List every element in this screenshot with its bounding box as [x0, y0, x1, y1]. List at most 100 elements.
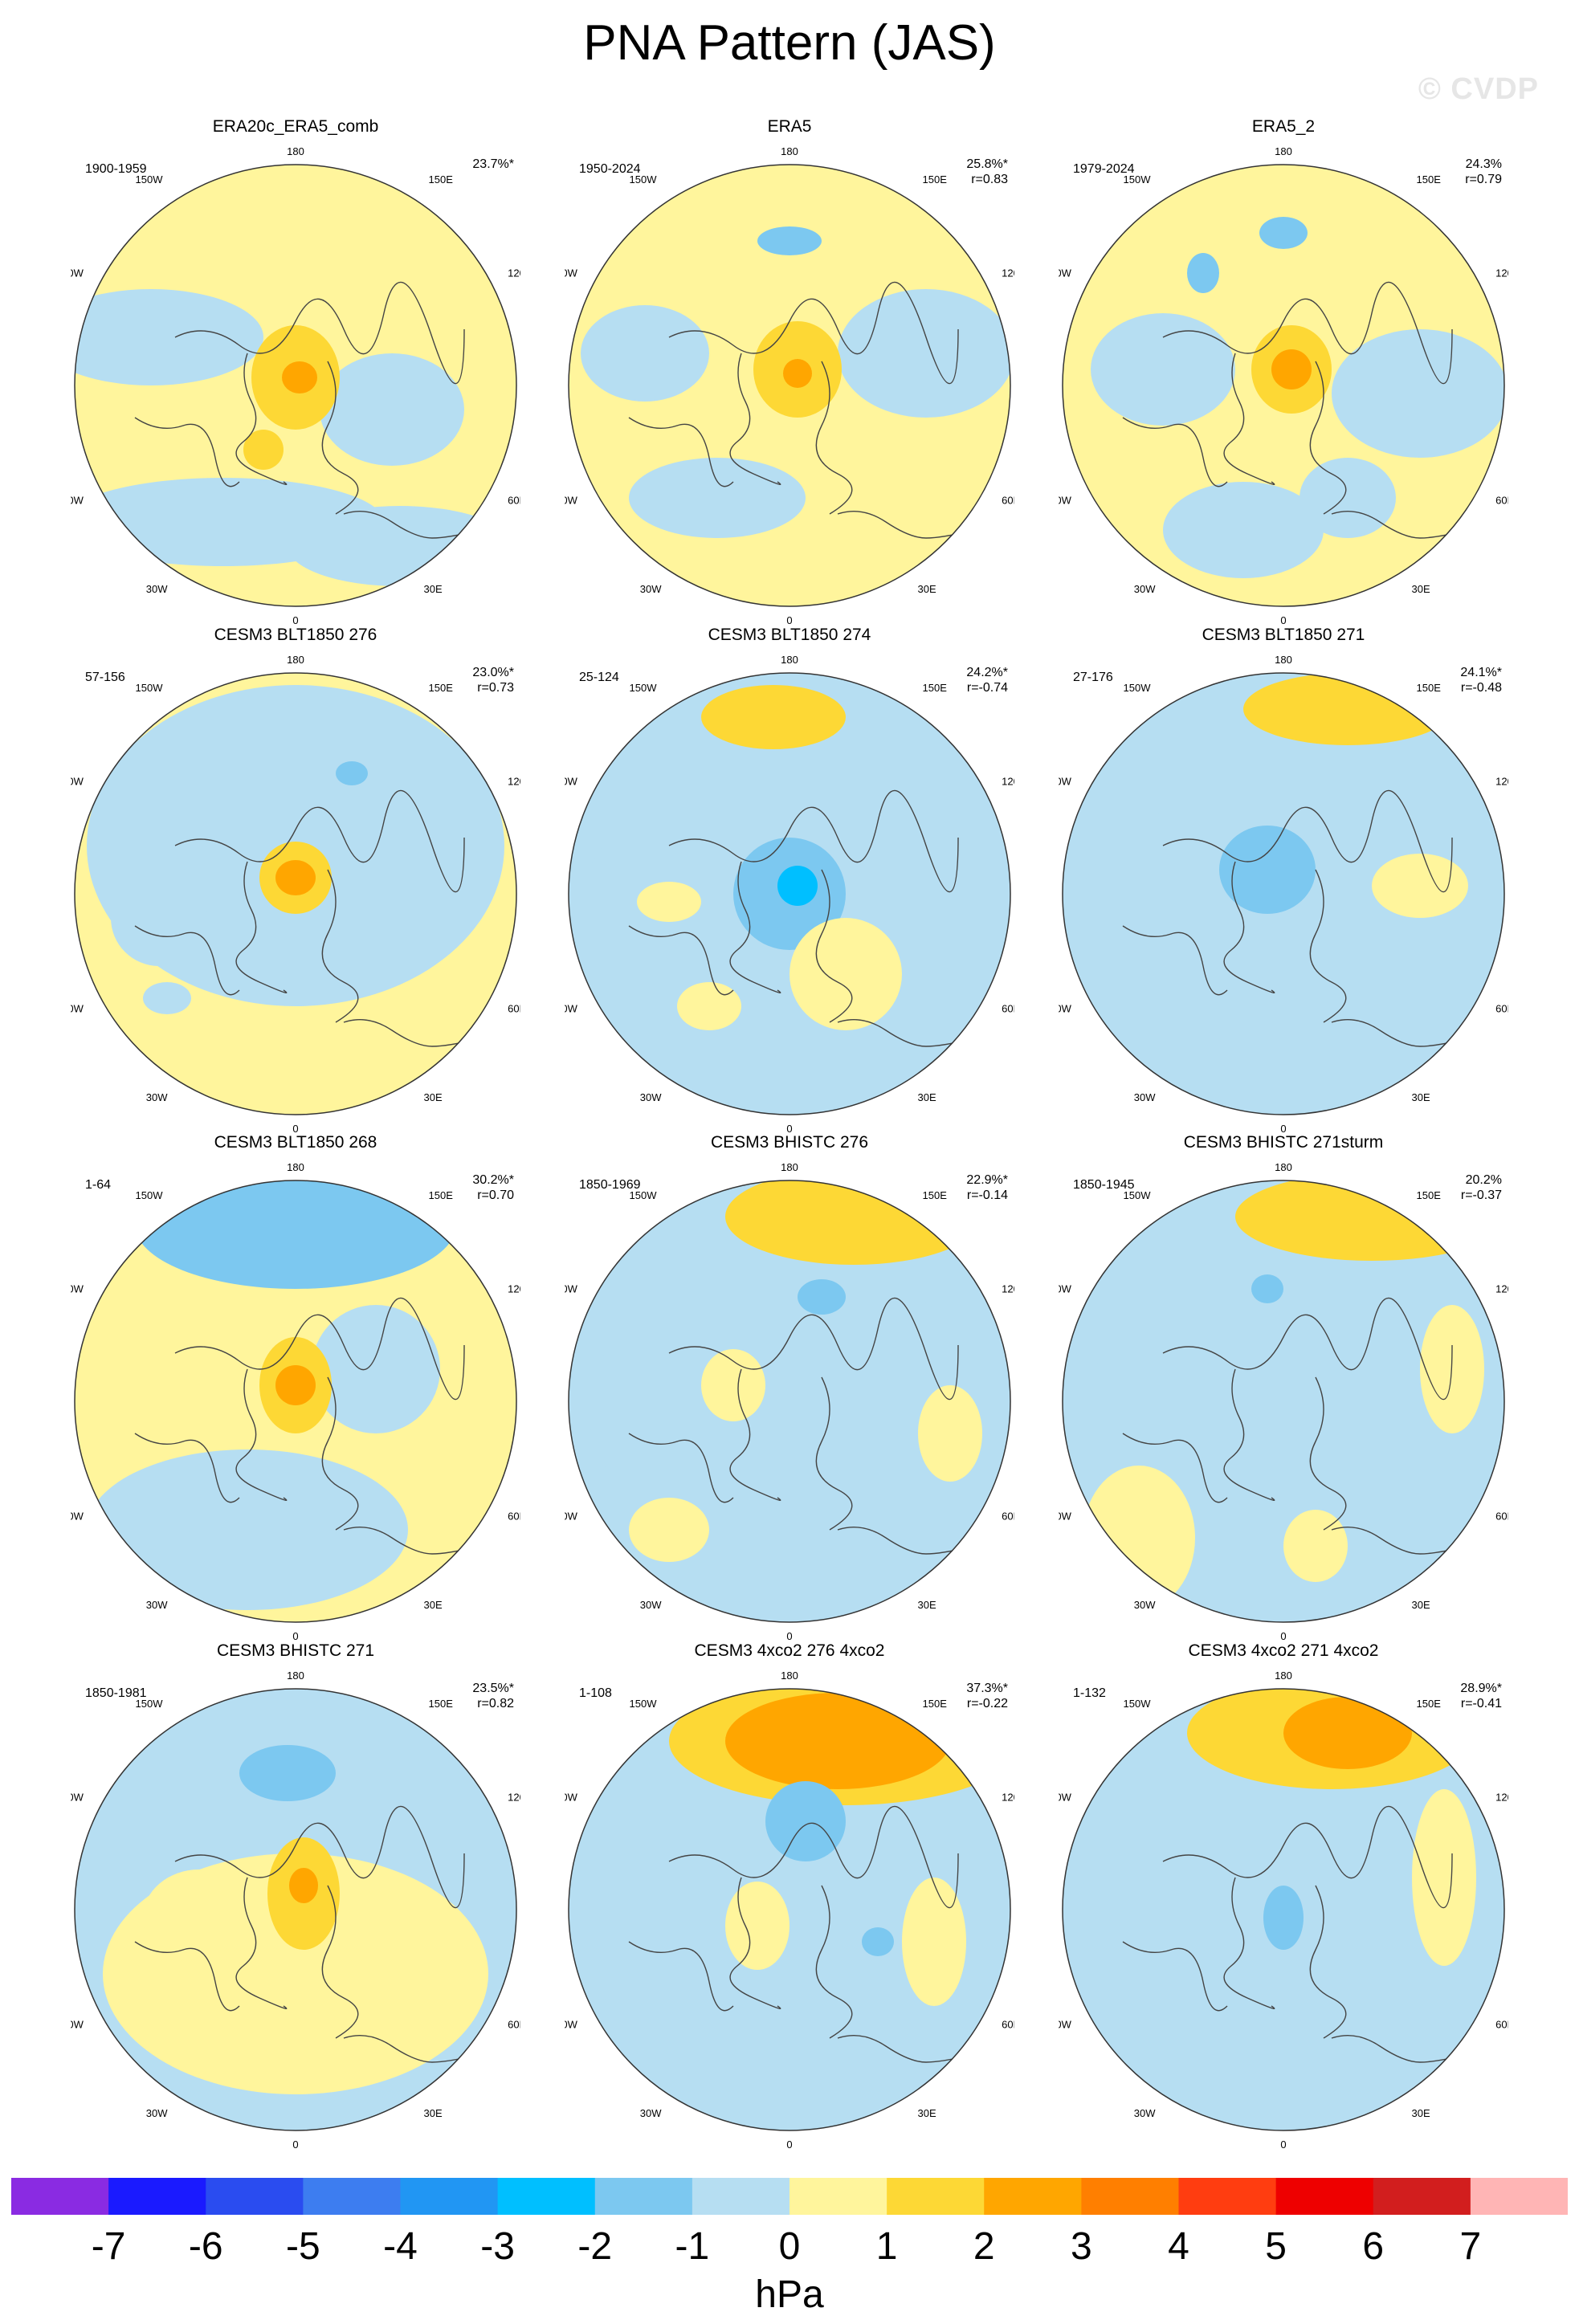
longitude-label: 150W	[136, 1189, 164, 1201]
longitude-label: 60W	[71, 495, 84, 507]
panel-title: CESM3 BLT1850 271	[1202, 626, 1365, 644]
panel-variance: 22.9%*	[966, 1173, 1008, 1187]
coastline	[134, 1805, 481, 2063]
panel-variance: 24.3%	[1465, 157, 1502, 171]
longitude-label: 120W	[565, 1283, 578, 1295]
polar-map: 1800150W120W90W60W30W150E120E90E60E30E	[565, 654, 1014, 1135]
longitude-label: 60W	[71, 1003, 84, 1015]
anomaly-contour	[1187, 253, 1219, 293]
longitude-label: 60E	[1495, 2019, 1508, 2031]
map-panel: CESM3 BHISTC 276 1850-1969 22.9%* r=-0.14 18…	[565, 1128, 1014, 1642]
longitude-label: 30W	[1134, 2107, 1156, 2119]
watermark: © CVDP	[1418, 72, 1539, 106]
panel-stats: 37.3%* r=-0.22	[966, 1681, 1008, 1711]
longitude-label: 30W	[146, 583, 168, 595]
panel-years: 1850-1981	[85, 1686, 147, 1700]
longitude-label: 30W	[1134, 583, 1156, 595]
anomaly-contour	[1283, 1697, 1412, 1769]
longitude-label: 180	[287, 1670, 304, 1682]
map-panel: CESM3 BLT1850 271 27-176 24.1%* r=-0.48 180 0…	[1059, 621, 1508, 1135]
longitude-label: 150W	[136, 1698, 164, 1710]
map-panel: CESM3 BLT1850 276 57-156 23.0%* r=0.73 180 0 1…	[71, 621, 520, 1135]
longitude-label: 60E	[1002, 2019, 1014, 2031]
longitude-label: 60W	[1059, 1003, 1072, 1015]
colorbar-tick-label: 2	[973, 2225, 995, 2268]
longitude-label: 30W	[640, 1599, 662, 1611]
panel-title: CESM3 BLT1850 274	[708, 626, 871, 644]
colorbar-swatch	[497, 2178, 596, 2215]
panel-stats: 24.2%* r=-0.74	[966, 665, 1008, 695]
longitude-label: 180	[1275, 145, 1292, 157]
anomaly-contour	[1283, 1510, 1348, 1582]
colorbar-swatch	[1275, 2178, 1374, 2215]
polar-map: 1800150W120W90W60W30W150E120E90E60E30E	[565, 1161, 1014, 1642]
anomaly-contour	[1219, 826, 1316, 914]
longitude-label: 150W	[630, 1189, 658, 1201]
colorbar-tick-label: -3	[480, 2225, 515, 2268]
colorbar-swatch	[1470, 2178, 1568, 2215]
anomaly-contour	[637, 882, 701, 922]
anomaly-contour	[757, 226, 822, 255]
longitude-label: 0	[1280, 2138, 1286, 2151]
panel-title: CESM3 4xco2 271 4xco2	[1188, 1641, 1379, 1660]
longitude-label: 120E	[508, 1283, 520, 1295]
longitude-label: 120E	[1495, 1283, 1508, 1295]
longitude-label: 60E	[1002, 495, 1014, 507]
longitude-label: 0	[1280, 1123, 1286, 1135]
longitude-label: 60E	[508, 495, 520, 507]
longitude-label: 150E	[1417, 682, 1442, 694]
map-outline	[568, 672, 1011, 1115]
colorbar-tick-label: -4	[383, 2225, 418, 2268]
map-panel: CESM3 BLT1850 268 1-64 30.2%* r=0.70 180 0 150…	[71, 1128, 520, 1642]
longitude-label: 60W	[71, 1511, 84, 1523]
panel-years: 1-108	[579, 1686, 612, 1700]
map-outline	[1062, 1688, 1505, 2131]
anomaly-contour	[111, 870, 207, 966]
anomaly-contour	[1091, 313, 1235, 426]
longitude-label: 30W	[640, 583, 662, 595]
anomaly-contour	[629, 1498, 709, 1562]
longitude-label: 120W	[1059, 1283, 1072, 1295]
colorbar	[11, 2178, 1568, 2215]
panel-years: 1-132	[1073, 1686, 1106, 1700]
colorbar-swatch	[594, 2178, 693, 2215]
panel-stats: 23.0%* r=0.73	[472, 665, 514, 695]
anomaly-contour	[190, 1522, 209, 1538]
coastline	[1122, 789, 1469, 1047]
anomaly-contour	[87, 1449, 408, 1610]
panel-title: CESM3 4xco2 276 4xco2	[694, 1641, 885, 1660]
longitude-label: 120E	[1002, 1792, 1014, 1804]
anomaly-contour	[725, 1882, 790, 1970]
polar-map: 1800150W120W90W60W30W150E120E90E60E30E	[1059, 1161, 1508, 1642]
colorbar-tick-label: -6	[188, 2225, 223, 2268]
anomaly-contour	[288, 506, 512, 586]
longitude-label: 180	[287, 1161, 304, 1173]
anomaly-contour	[275, 1365, 316, 1405]
longitude-label: 120E	[1002, 267, 1014, 279]
panel-stats: 23.7%*	[472, 157, 514, 172]
map-panel: ERA5_21979-202424.3%r=0.791800150W120W90…	[1059, 112, 1508, 626]
map-panel: CESM3 BLT1850 274 25-124 24.2%* r=-0.74 180 0…	[565, 621, 1014, 1135]
colorbar-swatch	[1373, 2178, 1471, 2215]
coastline	[1122, 281, 1469, 539]
longitude-label: 120W	[71, 1283, 84, 1295]
anomaly-contour	[1271, 349, 1312, 389]
longitude-label: 30E	[424, 2107, 443, 2119]
longitude-label: 30E	[918, 583, 936, 595]
longitude-label: 150E	[429, 682, 454, 694]
map-panel: CESM3 BHISTC 271sturm 1850-1945 20.2% r=-0.…	[1059, 1128, 1508, 1642]
polar-map: 1800150W120W90W60W30W150E120E90E60E30E	[1059, 1670, 1508, 2151]
longitude-label: 150E	[1417, 173, 1442, 186]
coastline	[134, 281, 481, 539]
panel-stats: 24.3% r=0.79	[1465, 157, 1502, 187]
colorbar-tick-label: 7	[1459, 2225, 1482, 2268]
colorbar-swatch	[206, 2178, 304, 2215]
longitude-label: 150W	[136, 682, 164, 694]
anomaly-contour	[918, 1385, 982, 1482]
colorbar-swatch	[1178, 2178, 1277, 2215]
anomaly-contour	[1083, 1273, 1484, 1562]
map-outline	[74, 1688, 517, 2131]
anomaly-contour	[1372, 854, 1468, 918]
longitude-label: 60E	[508, 1511, 520, 1523]
longitude-label: 120W	[1059, 267, 1072, 279]
